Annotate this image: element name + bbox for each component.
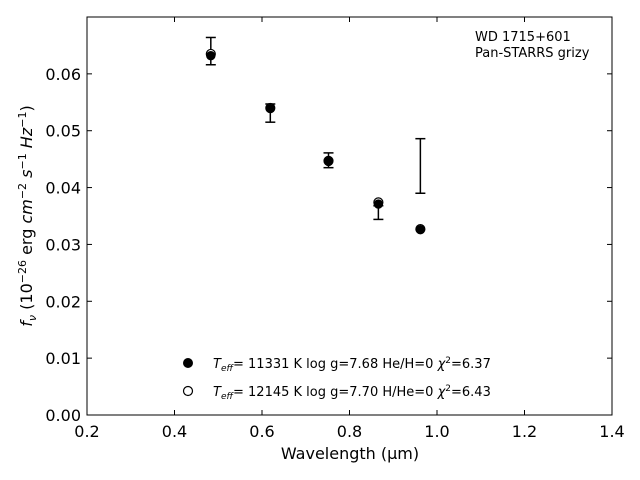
y-tick-label: 0.01	[45, 349, 81, 368]
y-axis-ticks: 0.00 0.01 0.02 0.03 0.04 0.05 0.06	[45, 65, 612, 425]
model-point-filled	[373, 199, 384, 209]
x-axis-ticks: 0.2 0.4 0.6 0.8 1.0 1.2 1.4	[74, 17, 625, 441]
x-tick-label: 1.0	[424, 422, 449, 441]
x-tick-label: 0.4	[162, 422, 187, 441]
x-tick-label: 0.6	[249, 422, 274, 441]
y-tick-label: 0.02	[45, 292, 81, 311]
model-point-filled	[415, 224, 426, 235]
y-tick-label: 0.06	[45, 65, 81, 84]
annotation-object-name: WD 1715+601	[475, 30, 571, 45]
x-tick-label: 1.2	[512, 422, 537, 441]
y-axis-label: fν (10−26 erg cm−2 s−1 Hz−1)	[16, 105, 39, 326]
legend-entry-2: Teff= 12145 K log g=7.70 H/He=0 χ2=6.43	[213, 384, 491, 402]
legend: Teff= 11331 K log g=7.68 He/H=0 χ2=6.37 …	[182, 356, 491, 402]
x-axis-label: Wavelength (μm)	[281, 444, 419, 463]
model-point-filled	[206, 50, 216, 61]
y-tick-label: 0.03	[45, 235, 81, 254]
x-tick-label: 0.8	[337, 422, 362, 441]
legend-entry-1: Teff= 11331 K log g=7.68 He/H=0 χ2=6.37	[213, 356, 491, 374]
x-tick-label: 1.4	[599, 422, 624, 441]
legend-marker-filled	[183, 358, 193, 368]
x-tick-label: 0.2	[74, 422, 99, 441]
annotation-filter-set: Pan-STARRS grizy	[475, 46, 590, 61]
legend-marker-open	[182, 385, 194, 397]
model-point-filled	[265, 103, 276, 114]
model-point-filled	[323, 156, 334, 167]
y-tick-label: 0.05	[45, 122, 81, 141]
observed-error-bar	[415, 137, 426, 195]
y-tick-label: 0.04	[45, 179, 81, 198]
y-tick-label: 0.00	[45, 406, 81, 425]
data-points	[205, 48, 426, 235]
